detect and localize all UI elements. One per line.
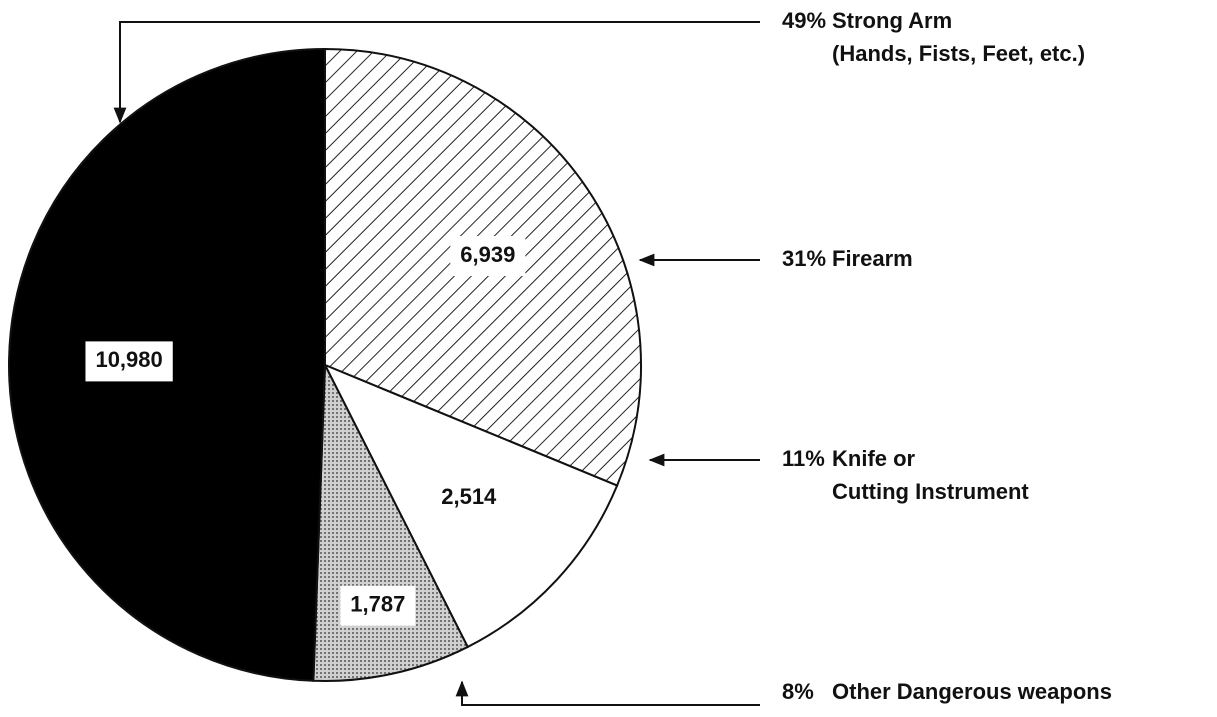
connector-arrow (113, 21, 760, 124)
category-label: Firearm (832, 246, 913, 271)
value-label-bg (450, 236, 526, 277)
value-label: 1,787 (350, 592, 405, 617)
value-label-bg (85, 341, 173, 382)
percent-label: 8% (782, 679, 814, 704)
value-label-bg (340, 585, 416, 626)
percent-label: 31% (782, 246, 826, 271)
category-label: Cutting Instrument (832, 479, 1029, 504)
category-label: Strong Arm (832, 8, 952, 33)
category-label: Other Dangerous weapons (832, 679, 1112, 704)
value-label: 2,514 (441, 484, 497, 509)
percent-label: 49% (782, 8, 826, 33)
percent-label: 11% (782, 446, 825, 471)
category-label: Knife or (832, 446, 916, 471)
value-label-bg (431, 478, 507, 519)
connector-arrow (455, 680, 760, 706)
category-label: (Hands, Fists, Feet, etc.) (832, 41, 1085, 66)
value-label: 10,980 (95, 347, 162, 372)
value-label: 6,939 (460, 242, 515, 267)
